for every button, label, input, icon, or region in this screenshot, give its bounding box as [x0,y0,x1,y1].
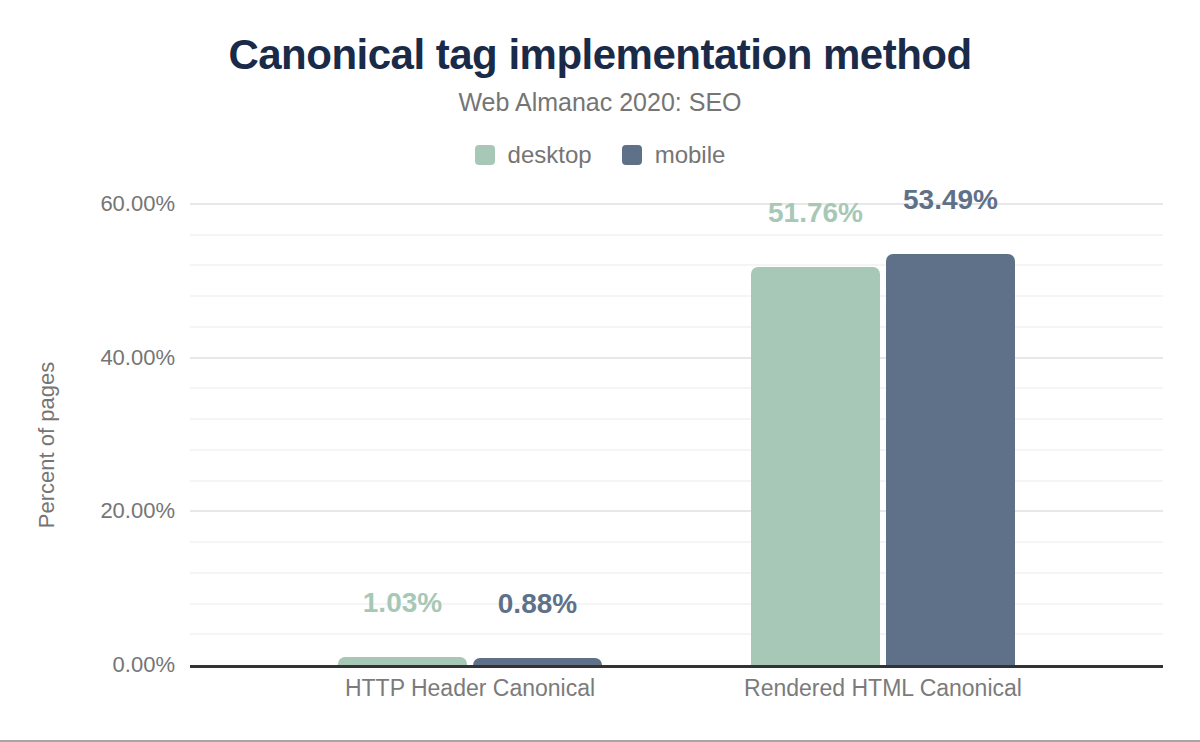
gridline-56 [190,234,1163,236]
bar-mobile-rendered-html-canonical[interactable] [886,254,1015,665]
chart-title: Canonical tag implementation method [0,31,1200,79]
legend-label-mobile: mobile [655,141,726,169]
gridline-48 [190,295,1163,297]
bar-desktop-http-header-canonical[interactable] [338,657,467,665]
x-axis-line [190,665,1163,668]
gridline-4 [190,633,1163,635]
gridline-20 [190,510,1163,512]
gridline-60 [190,203,1163,205]
x-category-http-header-canonical: HTTP Header Canonical [345,675,595,702]
bar-label-mobile-rendered-html-canonical: 53.49% [903,184,998,216]
bar-label-desktop-rendered-html-canonical: 51.76% [768,197,863,229]
y-tick-20: 20.00% [47,498,175,524]
bar-label-desktop-http-header-canonical: 1.03% [363,587,442,619]
gridline-28 [190,449,1163,451]
legend-label-desktop: desktop [508,141,592,169]
legend: desktop mobile [0,141,1200,169]
y-tick-0: 0.00% [47,652,175,678]
y-tick-60: 60.00% [47,191,175,217]
legend-item-mobile[interactable]: mobile [622,141,726,169]
gridline-36 [190,387,1163,389]
y-tick-40: 40.00% [47,345,175,371]
bar-desktop-rendered-html-canonical[interactable] [751,267,880,665]
gridline-8 [190,603,1163,605]
legend-swatch-mobile-icon [622,145,642,165]
gridline-52 [190,264,1163,266]
gridline-24 [190,480,1163,482]
gridline-44 [190,326,1163,328]
legend-swatch-desktop-icon [475,145,495,165]
chart-subtitle: Web Almanac 2020: SEO [0,88,1200,117]
legend-item-desktop[interactable]: desktop [475,141,592,169]
gridline-40 [190,357,1163,359]
gridline-12 [190,572,1163,574]
bar-mobile-http-header-canonical[interactable] [473,658,602,665]
x-category-rendered-html-canonical: Rendered HTML Canonical [744,675,1022,702]
gridline-32 [190,418,1163,420]
plot-area: 1.03% 0.88% 51.76% 53.49% [190,204,1163,665]
bar-label-mobile-http-header-canonical: 0.88% [498,588,577,620]
gridline-16 [190,541,1163,543]
